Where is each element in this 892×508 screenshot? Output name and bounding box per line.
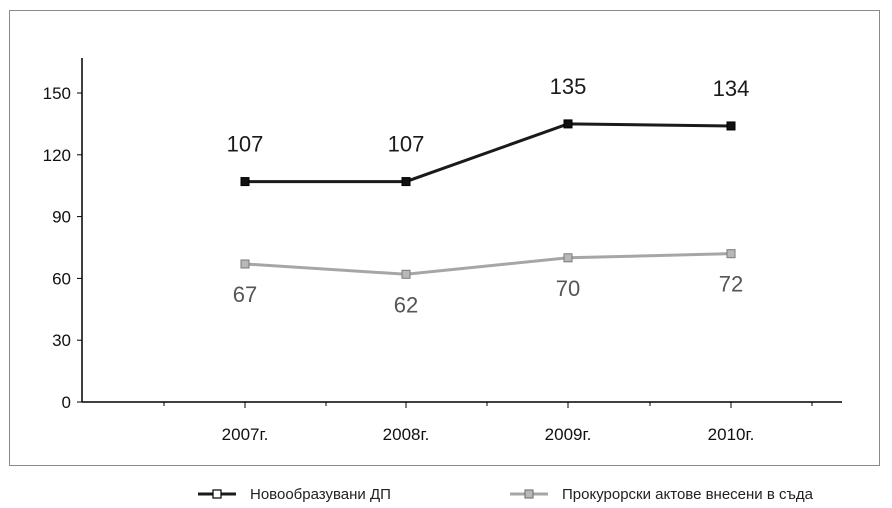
y-tick-label: 0 [62, 393, 71, 412]
data-label: 67 [233, 282, 257, 307]
y-tick-label: 120 [43, 146, 71, 165]
legend-item-1: Новообразувани ДП [198, 486, 391, 503]
y-tick-label: 30 [52, 331, 71, 350]
data-point [726, 121, 736, 131]
y-tick-label: 90 [52, 208, 71, 227]
legend-label: Новообразувани ДП [250, 486, 391, 503]
data-label: 134 [713, 76, 750, 101]
data-label: 135 [550, 74, 587, 99]
y-tick-label: 150 [43, 84, 71, 103]
data-label: 107 [388, 132, 425, 157]
series-1: 107 107 135 134 [227, 74, 750, 187]
y-tick-label: 60 [52, 269, 71, 288]
y-axis-ticks: 0 30 60 90 120 150 [43, 84, 82, 412]
legend-marker [524, 489, 534, 499]
legend-marker [212, 489, 222, 499]
x-axis-ticks: 2007г. 2008г. 2009г. 2010г. [163, 402, 813, 444]
legend-label: Прокурорски актове внесени в съда [562, 486, 814, 503]
x-tick-label: 2008г. [383, 425, 430, 444]
data-point [726, 249, 736, 259]
axes [81, 58, 842, 403]
data-point [401, 269, 411, 279]
series-2: 67 62 70 72 [233, 249, 743, 317]
data-point [240, 259, 250, 269]
data-point [240, 177, 250, 187]
chart-frame [9, 10, 880, 466]
data-label: 70 [556, 276, 580, 301]
x-tick-label: 2010г. [708, 425, 755, 444]
series-line [245, 122, 732, 184]
x-tick-label: 2009г. [545, 425, 592, 444]
data-point [563, 253, 573, 263]
data-point [401, 177, 411, 187]
legend-item-2: Прокурорски актове внесени в съда [510, 486, 814, 503]
x-tick-label: 2007г. [222, 425, 269, 444]
legend: Новообразувани ДП Прокурорски актове внес… [198, 486, 814, 503]
series-layer: 107 107 135 134 67 62 70 72 [227, 74, 750, 317]
data-label: 107 [227, 132, 264, 157]
series-line [244, 252, 732, 276]
data-label: 72 [719, 272, 743, 297]
data-point [563, 119, 573, 129]
data-label: 62 [394, 292, 418, 317]
